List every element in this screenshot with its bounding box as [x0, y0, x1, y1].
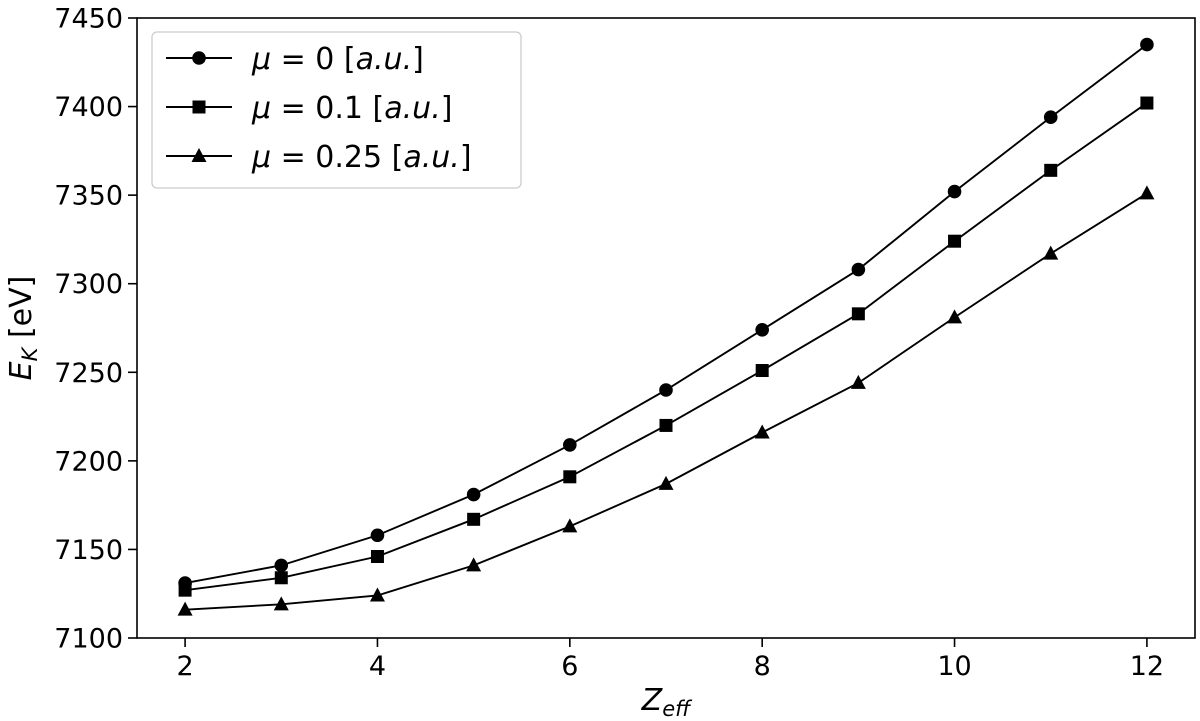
data-point [178, 583, 192, 597]
legend-item: μ = 0 [a.u.] [166, 42, 424, 77]
data-point [1043, 110, 1058, 124]
plot-frame [136, 17, 1196, 639]
x-tick-label: 2 [176, 651, 193, 682]
data-point [1140, 96, 1154, 110]
y-tick-label: 7450 [54, 4, 123, 35]
data-point [563, 470, 577, 484]
data-point [755, 364, 769, 378]
data-point [369, 587, 385, 602]
data-point [851, 262, 866, 277]
data-point [274, 571, 288, 585]
x-tick-label: 12 [1130, 651, 1164, 682]
x-tick-label: 6 [561, 651, 578, 682]
data-point [466, 557, 482, 572]
x-tick-label: 4 [369, 651, 386, 682]
y-tick-label: 7400 [54, 92, 123, 123]
legend-label: μ = 0 [a.u.] [251, 42, 424, 77]
legend: μ = 0 [a.u.] μ = 0.1 [a.u.] μ = 0.25 [a.u.… [151, 31, 522, 189]
y-axis-label: EK [eV] [4, 276, 42, 381]
series-triangle [177, 185, 1155, 616]
data-point [1140, 37, 1154, 52]
x-tick-label: 10 [937, 651, 971, 682]
y-tick-label: 7100 [54, 624, 123, 655]
data-point [948, 234, 962, 248]
data-point [851, 307, 865, 321]
data-point [562, 518, 578, 533]
series-layer [177, 37, 1155, 616]
data-point [370, 528, 385, 543]
y-tick-label: 7350 [54, 181, 123, 212]
data-point [754, 424, 770, 439]
data-point [659, 418, 673, 432]
data-point [658, 475, 674, 490]
data-point [274, 558, 289, 573]
data-point [755, 322, 769, 337]
data-point [1044, 163, 1058, 177]
legend-entries: μ = 0 [a.u.] μ = 0.1 [a.u.] μ = 0.25 [a.u.… [166, 42, 472, 175]
y-axis: 7100 7150 7200 7250 7300 7350 7400 7450 [54, 4, 137, 655]
data-point [563, 438, 577, 452]
data-point [850, 374, 866, 389]
data-point [466, 487, 481, 502]
data-point [947, 184, 962, 199]
legend-marker [192, 51, 206, 65]
data-point [659, 383, 673, 397]
series-square [178, 96, 1154, 597]
data-point [467, 512, 481, 526]
legend-marker [191, 148, 207, 162]
data-point [1139, 185, 1155, 200]
data-point [370, 550, 384, 564]
x-tick-label: 8 [754, 651, 771, 682]
data-point [1043, 245, 1059, 260]
y-tick-label: 7150 [54, 535, 123, 566]
data-point [947, 309, 963, 324]
y-tick-label: 7300 [54, 269, 123, 300]
data-point [273, 596, 289, 611]
legend-label: μ = 0.1 [a.u.] [251, 91, 452, 126]
legend-box [151, 31, 522, 189]
legend-item: μ = 0.1 [a.u.] [166, 91, 452, 126]
y-tick-label: 7200 [54, 446, 123, 477]
legend-item: μ = 0.25 [a.u.] [166, 140, 472, 175]
legend-marker [192, 100, 206, 114]
legend-label: μ = 0.25 [a.u.] [251, 140, 472, 175]
data-point [177, 601, 193, 616]
y-tick-label: 7250 [54, 358, 123, 389]
x-axis-label: Zeff [641, 683, 693, 721]
x-axis: 2 4 6 8 10 12 [176, 638, 1164, 682]
